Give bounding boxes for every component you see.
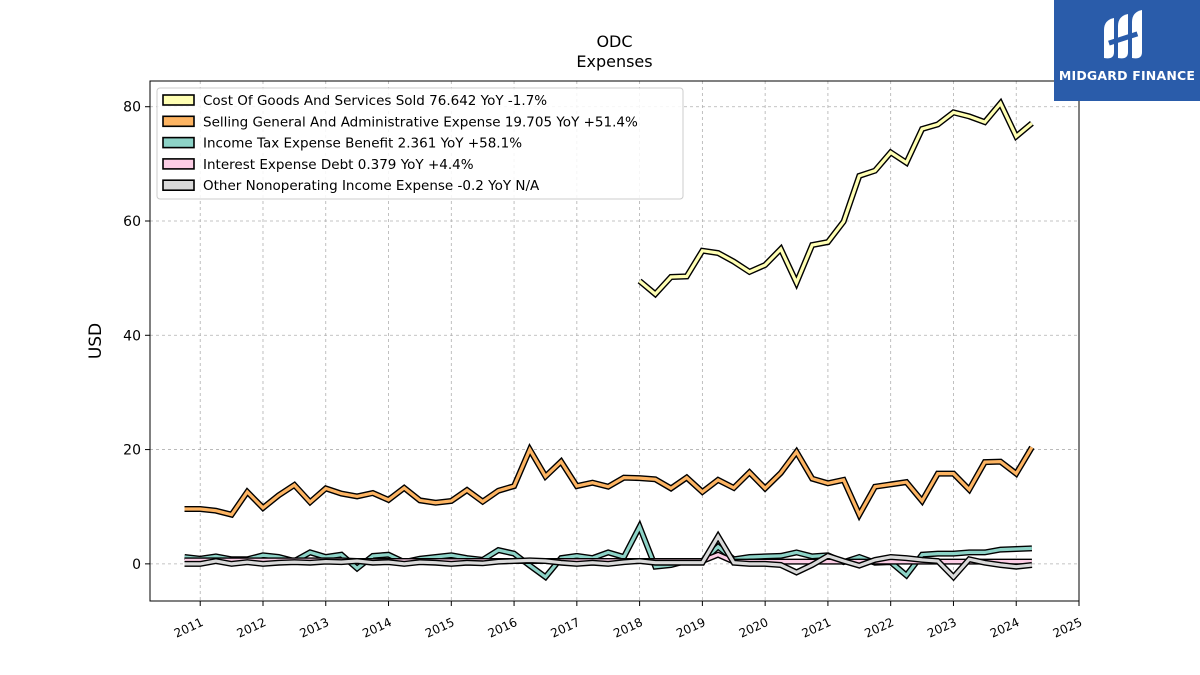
y-tick-label: 40 xyxy=(123,328,141,344)
series-stroke xyxy=(638,100,1033,297)
legend-label: Cost Of Goods And Services Sold 76.642 Y… xyxy=(203,93,547,109)
y-tick-label: 20 xyxy=(123,443,141,459)
x-tick-label: 2012 xyxy=(235,615,269,641)
legend-frame xyxy=(156,87,684,200)
x-tick-label: 2018 xyxy=(611,615,645,641)
x-tick-label: 2013 xyxy=(297,615,331,641)
legend-swatch xyxy=(162,115,195,128)
chart-title: ODC xyxy=(596,32,632,51)
series-outline xyxy=(637,97,1034,299)
legend-swatch xyxy=(162,94,195,106)
x-tick-label: 2022 xyxy=(862,615,896,641)
series-stroke xyxy=(184,533,1033,580)
y-tick-label: 80 xyxy=(123,100,141,116)
series-line-2 xyxy=(184,442,1035,522)
legend-swatch xyxy=(162,158,195,170)
x-tick-label: 2014 xyxy=(360,615,394,641)
x-tick-label: 2021 xyxy=(800,615,834,641)
legend-label: Interest Expense Debt 0.379 YoY +4.4% xyxy=(203,157,474,173)
x-tick-label: 2016 xyxy=(486,615,520,641)
series-line-1 xyxy=(637,97,1034,299)
legend-label: Selling General And Administrative Expen… xyxy=(203,114,638,130)
series-stroke xyxy=(184,446,1034,519)
x-tick-label: 2023 xyxy=(925,615,959,641)
y-axis-label: USD xyxy=(86,323,106,359)
y-tick-label: 0 xyxy=(132,557,141,573)
chart-subtitle: Expenses xyxy=(576,52,652,71)
plot-frame xyxy=(149,80,1080,602)
stylized-m-icon xyxy=(1104,10,1142,59)
x-tick-label: 2011 xyxy=(172,615,206,641)
y-tick-label: 60 xyxy=(123,214,141,230)
midgard-finance-logo: MIDGARD FINANCE xyxy=(1054,0,1200,101)
x-tick-label: 2017 xyxy=(549,615,583,641)
series-line-5 xyxy=(184,530,1033,582)
legend-label: Income Tax Expense Benefit 2.361 YoY +58… xyxy=(203,136,522,152)
legend-label: Other Nonoperating Income Expense -0.2 Y… xyxy=(203,178,540,194)
series-line-3 xyxy=(184,519,1033,582)
x-tick-label: 2020 xyxy=(737,615,771,641)
x-tick-label: 2025 xyxy=(1051,615,1085,641)
legend-swatch xyxy=(162,179,195,191)
legend-swatch xyxy=(162,136,195,149)
x-tick-label: 2024 xyxy=(988,615,1022,641)
x-tick-label: 2015 xyxy=(423,615,457,641)
logo-text: MIDGARD FINANCE xyxy=(1058,68,1196,83)
series-stroke xyxy=(184,522,1032,580)
x-tick-label: 2019 xyxy=(674,615,708,641)
legend: Cost Of Goods And Services Sold 76.642 Y… xyxy=(156,87,684,200)
